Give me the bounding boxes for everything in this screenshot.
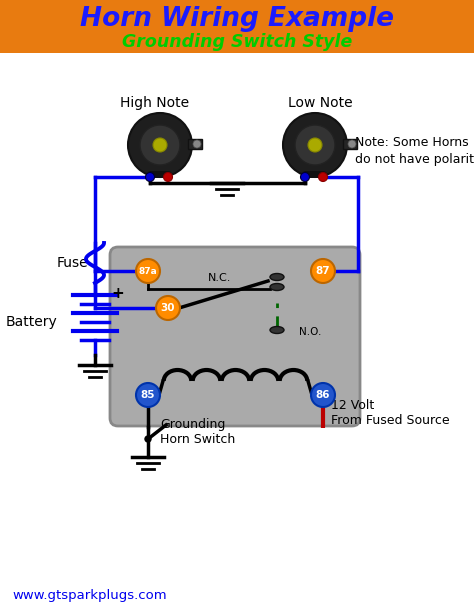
Text: +: +: [111, 286, 124, 300]
Text: Horn Wiring Example: Horn Wiring Example: [80, 6, 394, 32]
Circle shape: [156, 296, 180, 320]
Circle shape: [283, 113, 347, 177]
Circle shape: [295, 125, 335, 165]
Ellipse shape: [270, 283, 284, 291]
Circle shape: [128, 113, 192, 177]
Text: Grounding Switch Style: Grounding Switch Style: [122, 33, 352, 51]
Circle shape: [348, 140, 356, 148]
Circle shape: [145, 436, 151, 442]
Text: 85: 85: [141, 390, 155, 400]
Text: Note: Some Horns
do not have polarity.: Note: Some Horns do not have polarity.: [355, 136, 474, 166]
Text: N.C.: N.C.: [208, 273, 232, 283]
Ellipse shape: [270, 327, 284, 333]
FancyBboxPatch shape: [110, 247, 360, 426]
Text: 30: 30: [161, 303, 175, 313]
Text: Battery: Battery: [5, 315, 57, 329]
Text: 87: 87: [316, 266, 330, 276]
Circle shape: [146, 172, 155, 181]
Text: Low Note: Low Note: [288, 96, 352, 110]
Circle shape: [140, 125, 180, 165]
Text: 12 Volt
From Fused Source: 12 Volt From Fused Source: [331, 399, 450, 427]
Circle shape: [319, 172, 328, 181]
Text: Grounding
Horn Switch: Grounding Horn Switch: [160, 418, 235, 446]
Circle shape: [193, 140, 201, 148]
Circle shape: [164, 172, 173, 181]
Ellipse shape: [270, 273, 284, 281]
Circle shape: [301, 172, 310, 181]
Text: www.gtsparkplugs.com: www.gtsparkplugs.com: [12, 588, 167, 601]
Text: High Note: High Note: [120, 96, 190, 110]
Circle shape: [136, 383, 160, 407]
Circle shape: [308, 138, 322, 152]
Bar: [0, 0, 474, 53]
Polygon shape: [343, 139, 357, 149]
Text: N.O.: N.O.: [299, 327, 321, 337]
Text: Fuse: Fuse: [57, 256, 89, 270]
Polygon shape: [188, 139, 202, 149]
Text: 87a: 87a: [138, 267, 157, 275]
Circle shape: [136, 259, 160, 283]
Circle shape: [311, 383, 335, 407]
Text: 86: 86: [316, 390, 330, 400]
Circle shape: [153, 138, 167, 152]
Circle shape: [311, 259, 335, 283]
